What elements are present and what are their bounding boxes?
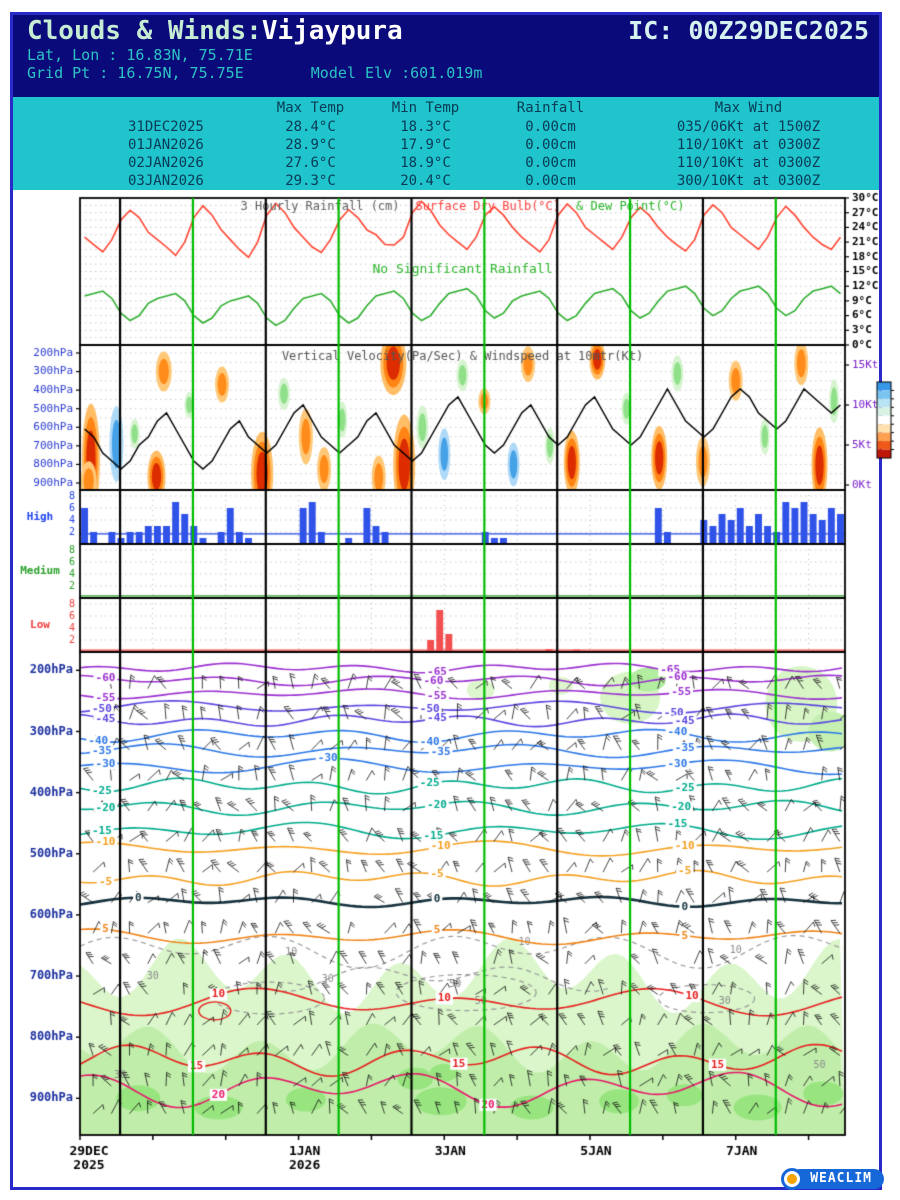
cell-max-wind: 110/10Kt at 0300Z bbox=[676, 155, 821, 171]
table-row: 31DEC2025 28.4°C 18.3°C 0.00cm 035/06Kt … bbox=[13, 118, 879, 136]
cell-min-temp: 17.9°C bbox=[400, 137, 451, 153]
col-max-wind: Max Wind bbox=[714, 100, 783, 116]
col-rainfall: Rainfall bbox=[516, 100, 585, 116]
cell-min-temp: 18.9°C bbox=[400, 155, 451, 171]
table-row: 02JAN2026 27.6°C 18.9°C 0.00cm 110/10Kt … bbox=[13, 154, 879, 172]
title-row: Clouds & Winds:Vijaypura IC: 00Z29DEC202… bbox=[13, 15, 879, 46]
cell-max-temp: 27.6°C bbox=[285, 155, 336, 171]
page-title: Clouds & Winds:Vijaypura bbox=[27, 16, 403, 46]
cell-rainfall: 0.00cm bbox=[525, 155, 576, 171]
table-row: 01JAN2026 28.9°C 17.9°C 0.00cm 110/10Kt … bbox=[13, 136, 879, 154]
table-header-row: Max Temp Min Temp Rainfall Max Wind bbox=[13, 97, 879, 118]
cell-max-temp: 29.3°C bbox=[285, 173, 336, 189]
col-max-temp: Max Temp bbox=[276, 100, 345, 116]
grid-pt-line: Grid Pt : 16.75N, 75.75E Model Elv :601.… bbox=[13, 64, 879, 82]
station-name: Vijaypura bbox=[261, 16, 403, 46]
cell-rainfall: 0.00cm bbox=[525, 119, 576, 135]
meteogram-canvas bbox=[0, 190, 900, 1200]
cell-date: 31DEC2025 bbox=[128, 119, 204, 135]
weaclim-logo-text: WEACLIM bbox=[790, 1169, 884, 1189]
model-elv: Model Elv :601.019m bbox=[310, 64, 483, 82]
cell-date: 01JAN2026 bbox=[128, 137, 204, 153]
cell-min-temp: 20.4°C bbox=[400, 173, 451, 189]
cell-min-temp: 18.3°C bbox=[400, 119, 451, 135]
lat-lon-line: Lat, Lon : 16.83N, 75.71E bbox=[27, 46, 253, 64]
header: Clouds & Winds:Vijaypura IC: 00Z29DEC202… bbox=[13, 15, 879, 97]
cell-max-wind: 300/10Kt at 0300Z bbox=[676, 173, 821, 189]
cell-rainfall: 0.00cm bbox=[525, 173, 576, 189]
weaclim-logo-icon bbox=[781, 1168, 804, 1190]
cell-date: 03JAN2026 bbox=[128, 173, 204, 189]
cell-max-wind: 110/10Kt at 0300Z bbox=[676, 137, 821, 153]
cell-max-temp: 28.9°C bbox=[285, 137, 336, 153]
weaclim-logo: WEACLIM bbox=[781, 1168, 884, 1190]
cell-rainfall: 0.00cm bbox=[525, 137, 576, 153]
col-min-temp: Min Temp bbox=[391, 100, 460, 116]
cell-date: 02JAN2026 bbox=[128, 155, 204, 171]
forecast-table: Max Temp Min Temp Rainfall Max Wind 31DE… bbox=[13, 97, 879, 190]
grid-pt: Grid Pt : 16.75N, 75.75E bbox=[27, 64, 244, 82]
col-date bbox=[13, 98, 253, 118]
cell-max-wind: 035/06Kt at 1500Z bbox=[676, 119, 821, 135]
table-row: 03JAN2026 29.3°C 20.4°C 0.00cm 300/10Kt … bbox=[13, 172, 879, 190]
cell-max-temp: 28.4°C bbox=[285, 119, 336, 135]
init-condition: IC: 00Z29DEC2025 bbox=[628, 16, 869, 45]
title-label: Clouds & Winds: bbox=[27, 16, 262, 46]
